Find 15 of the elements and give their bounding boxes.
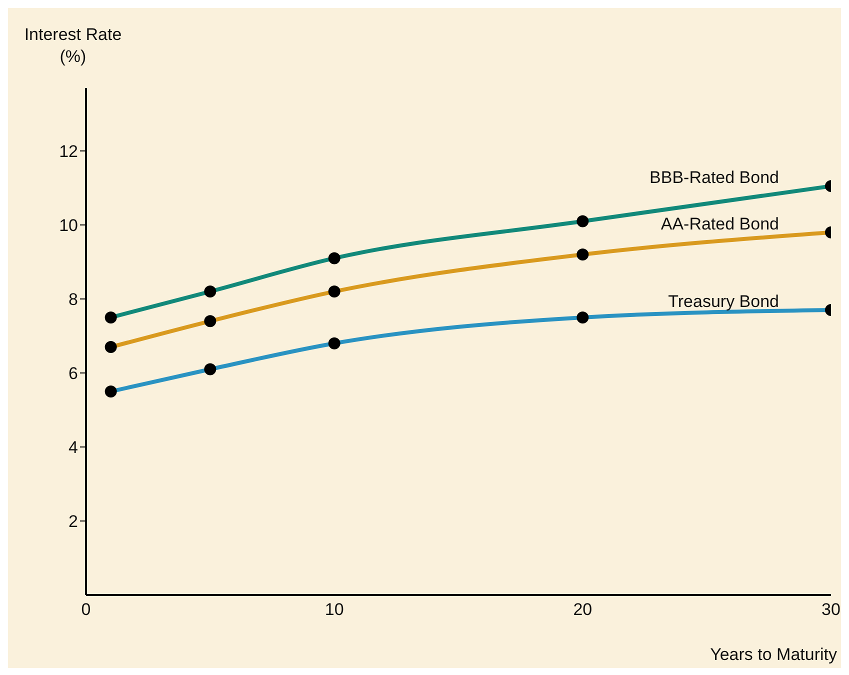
series-label: BBB-Rated Bond xyxy=(650,168,779,188)
y-tick-label: 4 xyxy=(68,438,78,458)
y-tick-label: 8 xyxy=(68,290,78,309)
series-label: Treasury Bond xyxy=(668,292,779,312)
y-axis-title: Interest Rate (%) xyxy=(23,24,123,68)
x-tick-label: 10 xyxy=(324,600,344,620)
y-tick-label: 6 xyxy=(68,364,78,383)
x-tick-label: 30 xyxy=(822,600,840,620)
x-axis-title: Years to Maturity xyxy=(710,645,838,664)
y-tick-label: 12 xyxy=(59,142,78,161)
x-tick-label: 0 xyxy=(81,600,91,620)
series-label: AA-Rated Bond xyxy=(660,214,779,234)
y-tick-label: 2 xyxy=(68,512,78,532)
x-tick-label: 20 xyxy=(573,600,592,620)
y-tick-label: 10 xyxy=(59,216,78,235)
